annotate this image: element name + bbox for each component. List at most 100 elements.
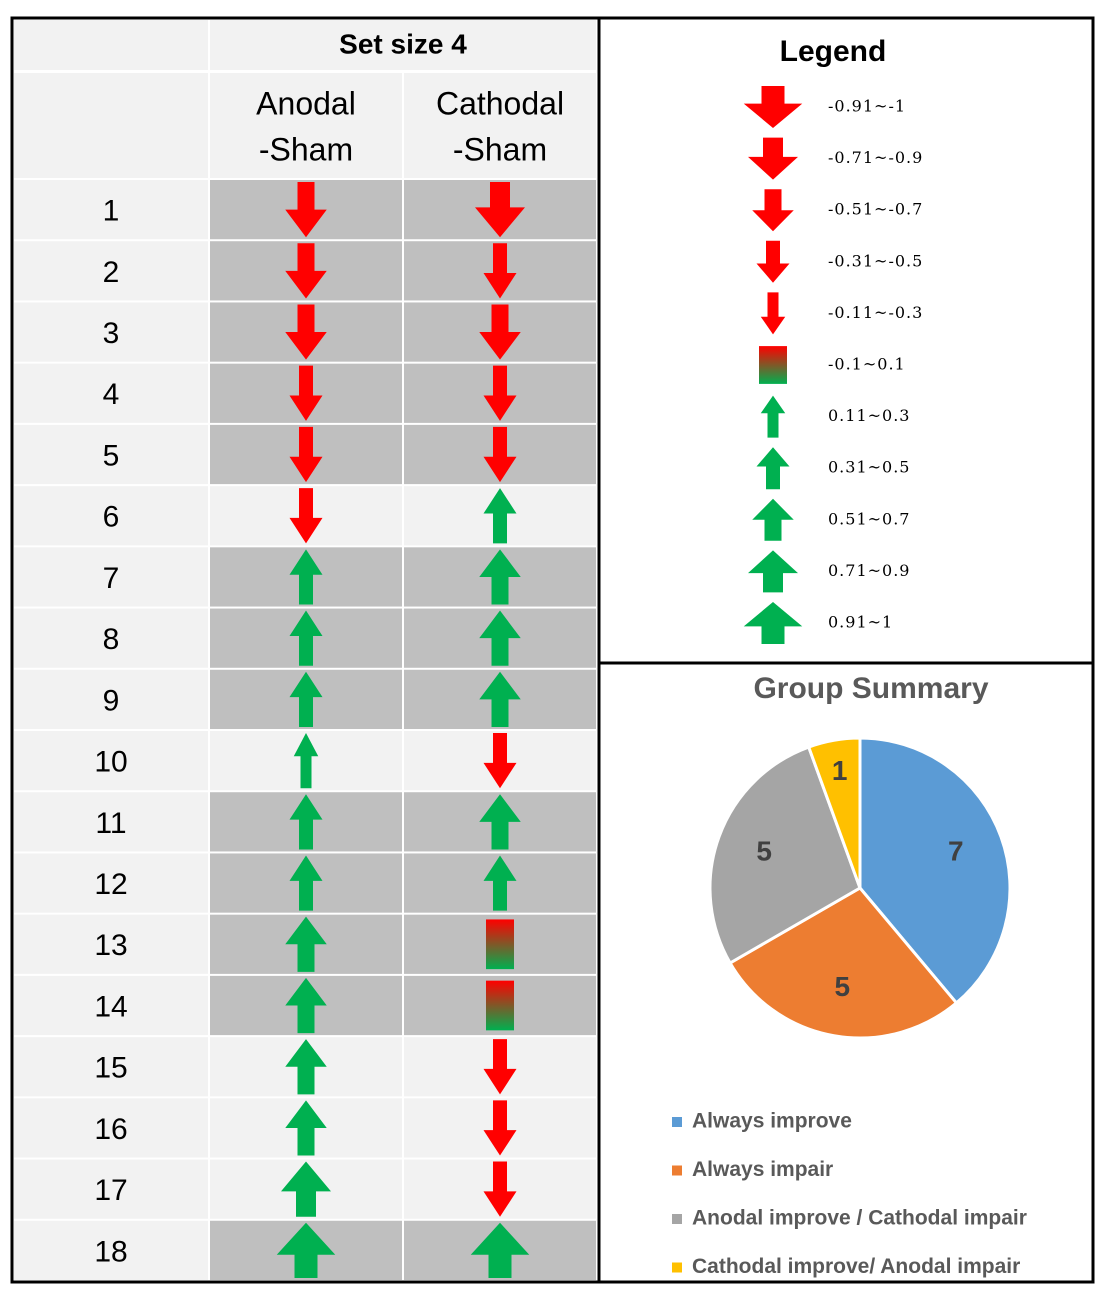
legend-swatch <box>672 1117 682 1127</box>
legend-swatch <box>672 1214 682 1224</box>
legend-label: 0.51~0.7 <box>828 509 910 528</box>
row-label-cell <box>14 975 208 1036</box>
header-cell <box>404 73 596 178</box>
legend-title: Legend <box>780 35 887 68</box>
row-label: 12 <box>94 868 127 901</box>
down-arrow <box>483 1100 517 1156</box>
up-arrow <box>479 549 521 605</box>
down-arrow <box>285 182 327 238</box>
up-arrow <box>289 855 323 911</box>
neutral-mark <box>486 980 514 1031</box>
row-label-cell <box>14 180 208 240</box>
legend-entry: Always impair <box>692 1158 833 1181</box>
legend-label: -0.11~-0.3 <box>828 303 923 322</box>
legend-entry: Cathodal improve/ Anodal impair <box>692 1255 1020 1278</box>
up-arrow <box>285 1039 327 1095</box>
row-label: 16 <box>94 1113 127 1146</box>
down-arrow <box>748 137 798 180</box>
row-label: 5 <box>103 439 120 472</box>
column-header: -Sham <box>259 131 353 167</box>
down-arrow <box>743 86 803 128</box>
legend-entry: Always improve <box>692 1110 852 1133</box>
row-label-cell <box>14 731 208 791</box>
up-arrow <box>289 610 323 666</box>
row-label: 3 <box>103 317 120 350</box>
row-label: 10 <box>94 746 127 779</box>
row-label: 7 <box>103 562 120 595</box>
up-arrow <box>752 498 794 541</box>
up-arrow <box>285 916 327 972</box>
up-arrow <box>760 395 786 438</box>
up-arrow <box>470 1222 530 1278</box>
header-cell <box>14 20 208 70</box>
row-label: 14 <box>94 990 127 1023</box>
row-label-cell <box>14 853 208 913</box>
row-label-cell <box>14 241 208 301</box>
row-label-cell <box>14 1220 208 1280</box>
row-label-cell <box>14 792 208 852</box>
down-arrow <box>289 488 323 544</box>
row-label: 6 <box>103 501 120 534</box>
up-arrow <box>483 488 517 544</box>
up-arrow <box>743 602 803 644</box>
legend-swatch <box>672 1262 682 1273</box>
data-label: 7 <box>948 836 964 867</box>
chart-title: Group Summary <box>753 672 988 705</box>
row-label: 1 <box>103 195 120 228</box>
table: Set size 4Anodal-ShamCathodal-Sham123456… <box>14 20 596 1280</box>
down-arrow <box>756 240 790 283</box>
legend-label: 0.71~0.9 <box>828 561 910 580</box>
row-label-cell <box>14 1037 208 1097</box>
down-arrow <box>289 426 323 483</box>
row-label-cell <box>14 608 208 668</box>
pie-slice <box>858 736 1012 1006</box>
down-arrow <box>285 243 327 299</box>
row-label-cell <box>14 302 208 362</box>
up-arrow <box>748 550 798 593</box>
row-label-cell <box>14 547 208 607</box>
down-arrow <box>483 733 517 789</box>
row-label-cell <box>14 363 208 423</box>
outer-border <box>10 16 1095 1284</box>
down-arrow <box>760 292 786 335</box>
row-label-cell <box>14 486 208 546</box>
header-cell <box>210 73 402 178</box>
column-header: Anodal <box>256 85 356 121</box>
legend-label: 0.31~0.5 <box>828 458 910 477</box>
data-label: 1 <box>832 755 848 786</box>
down-arrow <box>483 365 517 421</box>
down-arrow <box>475 182 525 238</box>
legend-label: 0.91~1 <box>828 613 893 632</box>
neutral-mark <box>759 346 787 384</box>
header-cell <box>210 20 596 70</box>
neutral-mark <box>486 919 514 970</box>
legend-label: -0.31~-0.5 <box>828 251 923 270</box>
down-arrow <box>483 426 517 483</box>
up-arrow <box>285 1100 327 1156</box>
row-label: 18 <box>94 1235 127 1268</box>
legend-label: -0.1~0.1 <box>828 355 906 374</box>
legend-entry: Anodal improve / Cathodal impair <box>692 1207 1027 1230</box>
row-label-cell <box>14 669 208 729</box>
down-arrow <box>285 304 327 360</box>
table-title: Set size 4 <box>339 28 467 59</box>
row-label: 11 <box>95 807 126 840</box>
legend-swatch <box>672 1165 682 1176</box>
row-label-cell <box>14 1159 208 1219</box>
data-label: 5 <box>756 836 772 867</box>
up-arrow <box>479 794 521 850</box>
legend-label: -0.91~-1 <box>828 97 906 116</box>
pie-slice <box>806 736 862 889</box>
up-arrow <box>289 671 323 727</box>
column-header: -Sham <box>453 131 547 167</box>
down-arrow <box>483 1161 517 1217</box>
row-label-cell <box>14 1098 208 1158</box>
row-label-cell <box>14 424 208 485</box>
row-label: 15 <box>94 1052 127 1085</box>
column-header: Cathodal <box>436 85 564 121</box>
up-arrow <box>281 1161 331 1217</box>
up-arrow <box>756 447 790 490</box>
row-label: 17 <box>94 1174 127 1207</box>
